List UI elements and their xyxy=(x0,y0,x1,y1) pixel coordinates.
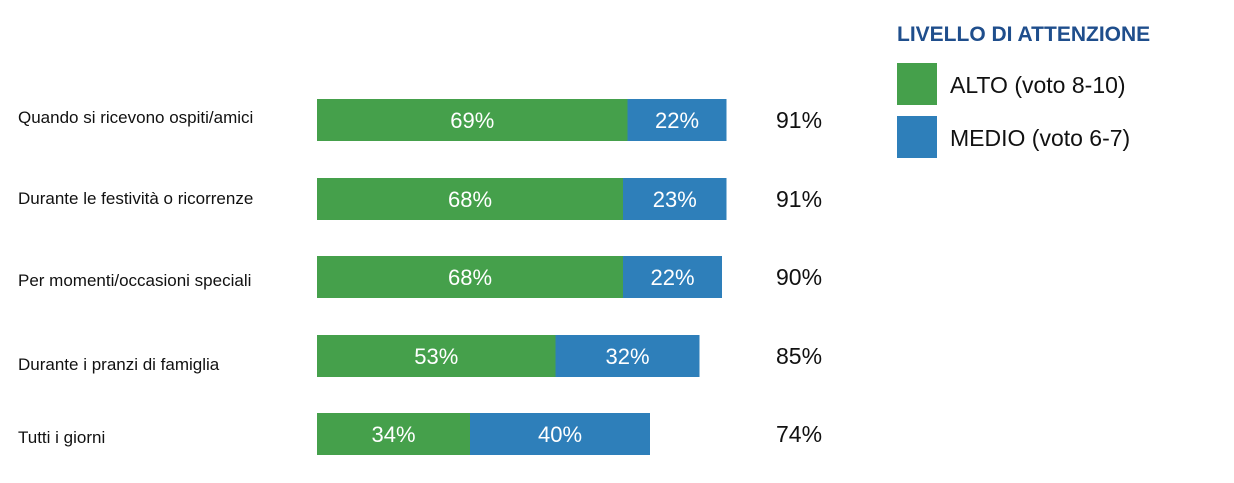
legend-swatch xyxy=(897,116,937,158)
legend-label: ALTO (voto 8-10) xyxy=(950,72,1126,98)
bar-segment-medio xyxy=(470,413,650,455)
bar-segment-medio xyxy=(623,178,727,220)
bar-segment-medio xyxy=(627,99,727,141)
chart-rows: Quando si ricevono ospiti/amici 69% 22% 91%… xyxy=(18,99,822,455)
data-label: 23% xyxy=(653,187,697,212)
legend: LIVELLO DI ATTENZIONE ALTO (voto 8-10) ME… xyxy=(897,23,1150,158)
total-label: 74% xyxy=(776,421,822,447)
data-label: 34% xyxy=(371,422,415,447)
total-label: 91% xyxy=(776,186,822,212)
data-label: 40% xyxy=(538,422,582,447)
data-label: 32% xyxy=(605,344,649,369)
bar-segment-alto xyxy=(317,178,623,220)
data-label: 68% xyxy=(448,265,492,290)
legend-label: MEDIO (voto 6-7) xyxy=(950,125,1130,151)
data-label: 68% xyxy=(448,187,492,212)
legend-item: ALTO (voto 8-10) xyxy=(897,63,1126,105)
bar-segment-alto xyxy=(317,413,470,455)
data-label: 22% xyxy=(655,108,699,133)
bar-segment-medio xyxy=(555,335,700,377)
data-label: 22% xyxy=(650,265,694,290)
bar-row: Per momenti/occasioni speciali 68% 22% 90% xyxy=(18,256,822,298)
bar-row: Durante i pranzi di famiglia 53% 32% 85% xyxy=(18,335,822,377)
category-label: Quando si ricevono ospiti/amici xyxy=(18,108,253,127)
bar-row: Tutti i giorni 34% 40% 74% xyxy=(18,413,822,455)
bar-row: Durante le festività o ricorrenze 68% 23% 9… xyxy=(18,178,822,220)
legend-title: LIVELLO DI ATTENZIONE xyxy=(897,23,1150,46)
category-label: Tutti i giorni xyxy=(18,428,105,447)
bar-segment-alto xyxy=(317,335,556,377)
legend-item: MEDIO (voto 6-7) xyxy=(897,116,1130,158)
category-label: Per momenti/occasioni speciali xyxy=(18,271,251,290)
bar-segment-medio xyxy=(623,256,722,298)
legend-swatch xyxy=(897,63,937,105)
legend-items: ALTO (voto 8-10) MEDIO (voto 6-7) xyxy=(897,63,1130,158)
category-label: Durante le festività o ricorrenze xyxy=(18,189,253,208)
bar-row: Quando si ricevono ospiti/amici 69% 22% 91% xyxy=(18,99,822,141)
total-label: 85% xyxy=(776,343,822,369)
category-label: Durante i pranzi di famiglia xyxy=(18,355,220,374)
bar-segment-alto xyxy=(317,99,628,141)
data-label: 53% xyxy=(414,344,458,369)
total-label: 91% xyxy=(776,107,822,133)
data-label: 69% xyxy=(450,108,494,133)
bar-segment-alto xyxy=(317,256,623,298)
total-label: 90% xyxy=(776,264,822,290)
